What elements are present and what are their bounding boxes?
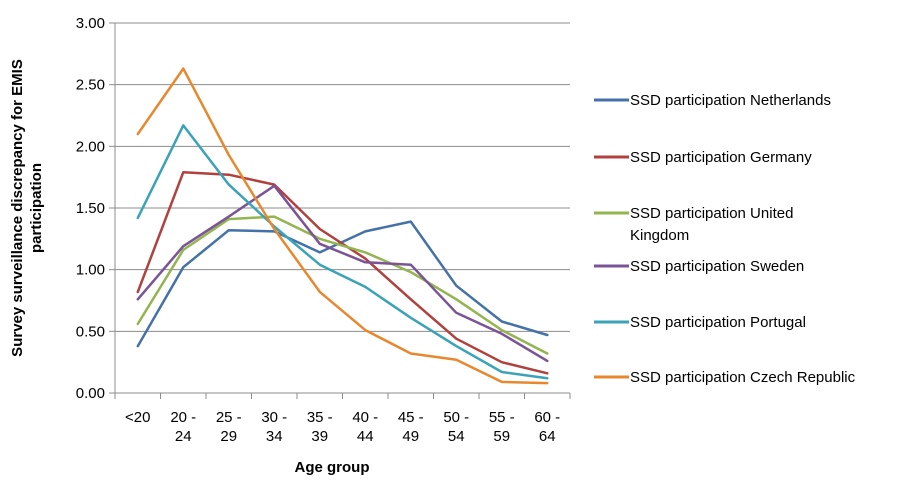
x-tick-label: 30 -34 bbox=[261, 409, 287, 445]
legend-label: SSD participation United Kingdom bbox=[630, 205, 793, 244]
x-tick-label: 60 -64 bbox=[534, 409, 560, 445]
y-tick-label: 2.50 bbox=[76, 77, 105, 94]
legend-label: SSD participation Portugal bbox=[630, 314, 806, 331]
series-line bbox=[136, 215, 549, 355]
legend-label: SSD participation Czech Republic bbox=[630, 369, 856, 386]
legend: SSD participation Netherlands SSD partici… bbox=[594, 92, 856, 386]
series-line bbox=[136, 124, 549, 380]
x-tick-label: 45 -49 bbox=[398, 409, 424, 445]
series-line bbox=[136, 67, 549, 385]
y-tick-label: 3.00 bbox=[76, 15, 105, 32]
y-tick-label: 1.00 bbox=[76, 262, 105, 279]
tick-labels: 0.00 0.50 1.00 1.50 2.00 2.50 3.00 <20 20 -24 25 … bbox=[76, 15, 560, 445]
series-line bbox=[136, 184, 549, 363]
legend-label: SSD participation Sweden bbox=[630, 258, 804, 275]
x-tick-label: 20 -24 bbox=[170, 409, 196, 445]
series-line bbox=[136, 220, 549, 348]
y-axis-title-text: Survey surveillance discrepancy for EMIS… bbox=[9, 59, 45, 357]
x-tick-label: 50 -54 bbox=[443, 409, 469, 445]
y-axis-title: Survey surveillance discrepancy for EMIS… bbox=[9, 59, 45, 357]
legend-label: SSD participation Netherlands bbox=[630, 92, 831, 109]
series-line bbox=[136, 170, 549, 375]
gridlines bbox=[115, 22, 570, 394]
x-tick-label: <20 bbox=[125, 409, 150, 426]
y-tick-label: 2.00 bbox=[76, 138, 105, 155]
x-tick-label: 55 -59 bbox=[489, 409, 515, 445]
axes bbox=[109, 22, 571, 399]
x-axis-title: Age group bbox=[295, 459, 370, 476]
y-tick-label: 1.50 bbox=[76, 200, 105, 217]
x-tick-label: 25 -29 bbox=[216, 409, 242, 445]
x-tick-label: 35 -39 bbox=[307, 409, 333, 445]
y-tick-label: 0.50 bbox=[76, 323, 105, 340]
y-tick-label: 0.00 bbox=[76, 385, 105, 402]
legend-label: SSD participation Germany bbox=[630, 149, 812, 166]
series-lines bbox=[136, 67, 549, 385]
x-tick-label: 40 -44 bbox=[352, 409, 378, 445]
